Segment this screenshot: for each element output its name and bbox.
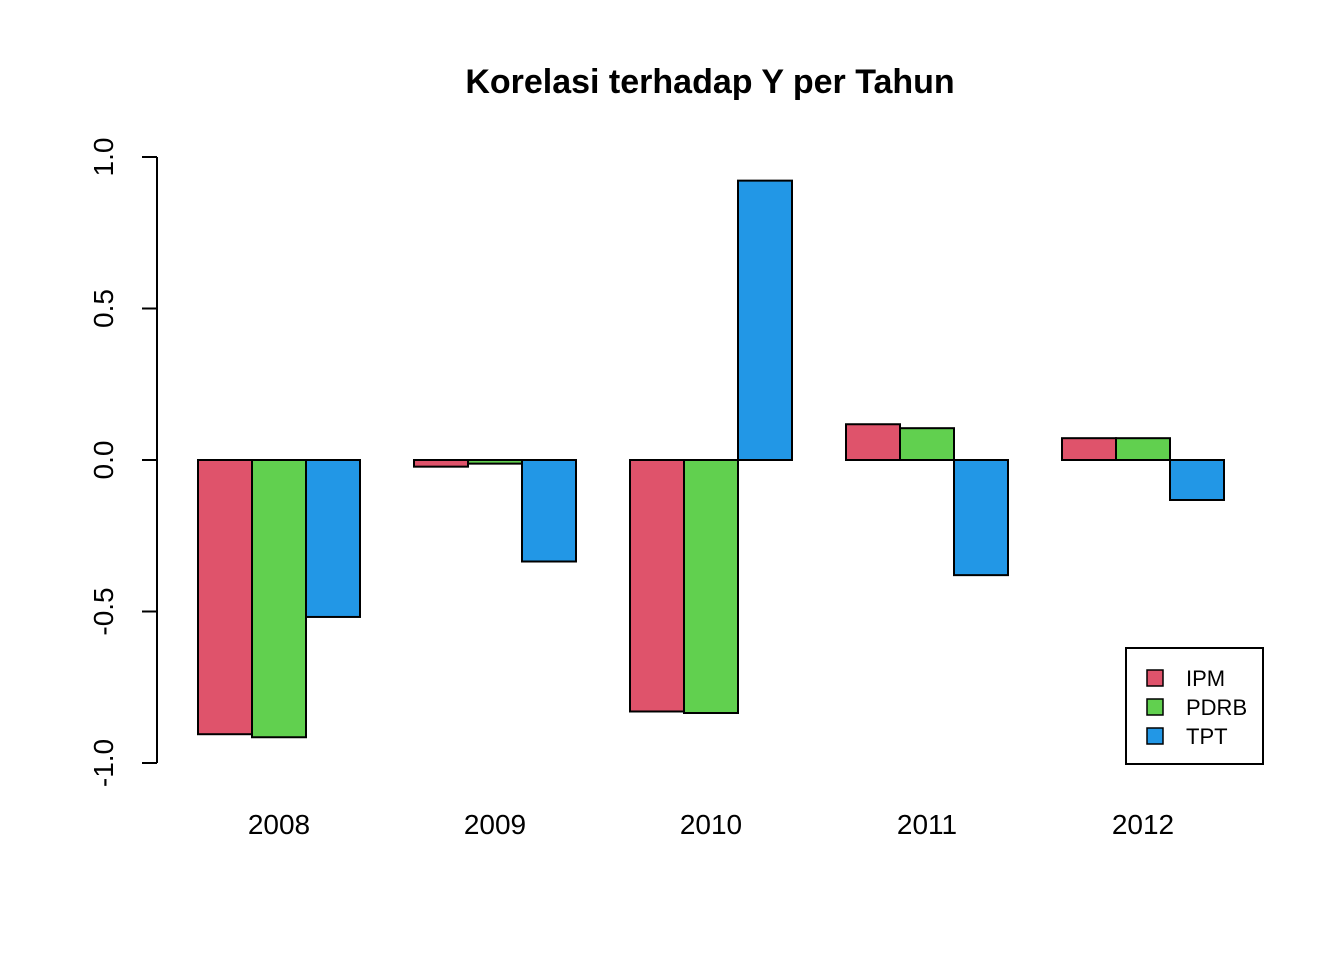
bar-tpt-2012 bbox=[1169, 459, 1225, 501]
legend-swatch-tpt bbox=[1146, 727, 1164, 745]
bar-ipm-2010 bbox=[629, 459, 685, 713]
x-axis-labels: 2008 2009 2010 2011 2012 bbox=[248, 809, 1174, 840]
legend-swatch-pdrb bbox=[1146, 698, 1164, 716]
y-tick-label: 0.0 bbox=[88, 441, 119, 480]
x-tick-label: 2012 bbox=[1112, 809, 1174, 840]
bar-pdrb-2010 bbox=[683, 459, 739, 715]
y-tick-label: 0.5 bbox=[88, 289, 119, 328]
bar-pdrb-2009 bbox=[467, 459, 523, 465]
x-tick-label: 2010 bbox=[680, 809, 742, 840]
bars bbox=[197, 179, 1225, 739]
bar-ipm-2008 bbox=[197, 459, 253, 736]
bar-tpt-2011 bbox=[953, 459, 1009, 577]
bar-pdrb-2008 bbox=[251, 459, 307, 739]
bar-tpt-2010 bbox=[737, 179, 793, 461]
chart-title: Korelasi terhadap Y per Tahun bbox=[465, 63, 954, 101]
bar-ipm-2011 bbox=[845, 423, 901, 462]
legend: IPM PDRB TPT bbox=[1125, 647, 1264, 765]
bar-tpt-2008 bbox=[305, 459, 361, 618]
y-tick-label: -1.0 bbox=[88, 739, 119, 787]
x-tick-label: 2008 bbox=[248, 809, 310, 840]
bar-pdrb-2012 bbox=[1115, 437, 1171, 461]
x-tick-label: 2009 bbox=[464, 809, 526, 840]
y-axis: -1.0 -0.5 0.0 0.5 1.0 bbox=[88, 138, 158, 787]
legend-label-ipm: IPM bbox=[1186, 666, 1225, 691]
bar-ipm-2012 bbox=[1061, 437, 1117, 461]
bar-ipm-2009 bbox=[413, 459, 469, 468]
bar-pdrb-2011 bbox=[899, 427, 955, 461]
legend-label-tpt: TPT bbox=[1186, 724, 1228, 749]
x-tick-label: 2011 bbox=[897, 809, 957, 840]
y-tick-label: -0.5 bbox=[88, 587, 119, 635]
y-tick-label: 1.0 bbox=[88, 138, 119, 177]
bar-tpt-2009 bbox=[521, 459, 577, 563]
legend-label-pdrb: PDRB bbox=[1186, 695, 1247, 720]
legend-swatch-ipm bbox=[1146, 669, 1164, 687]
